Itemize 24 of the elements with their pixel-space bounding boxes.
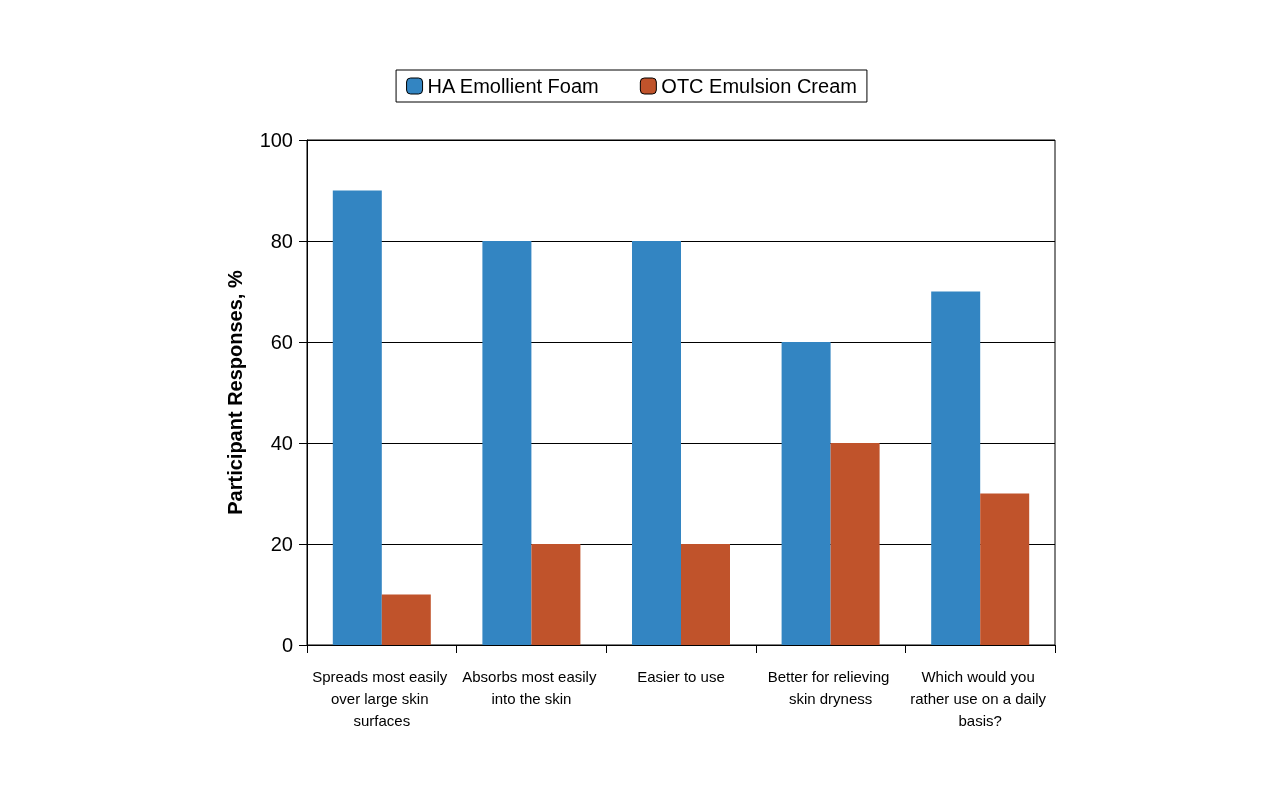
legend-label: OTC Emulsion Cream — [661, 75, 857, 97]
bar — [830, 443, 880, 645]
legend-label: HA Emollient Foam — [427, 75, 599, 97]
y-axis-title: Participant Responses, % — [224, 270, 246, 515]
y-tick-label: 20 — [270, 533, 293, 555]
y-tick-label: 0 — [281, 634, 293, 656]
bar — [681, 544, 730, 645]
bar — [632, 241, 681, 645]
bar — [931, 291, 981, 645]
bar — [482, 241, 532, 645]
y-tick-label: 100 — [259, 129, 293, 151]
y-tick-label: 80 — [270, 230, 293, 252]
bar — [381, 594, 431, 645]
x-tick-label: Which would you rather use on a daily basis? — [910, 667, 1051, 729]
x-tick-label: Easier to use — [637, 667, 725, 685]
x-tick-label: Spreads most easily over large skin surfaces — [312, 667, 452, 729]
bar — [980, 493, 1030, 645]
x-tick-label: Better for relieving skin dryness — [767, 667, 894, 707]
y-tick-label: 60 — [270, 331, 293, 353]
bar — [531, 544, 581, 645]
bar — [781, 342, 831, 645]
x-tick-label: Absorbs most easily into the skin — [462, 667, 601, 707]
y-tick-label: 40 — [270, 432, 293, 454]
bar — [332, 190, 382, 645]
